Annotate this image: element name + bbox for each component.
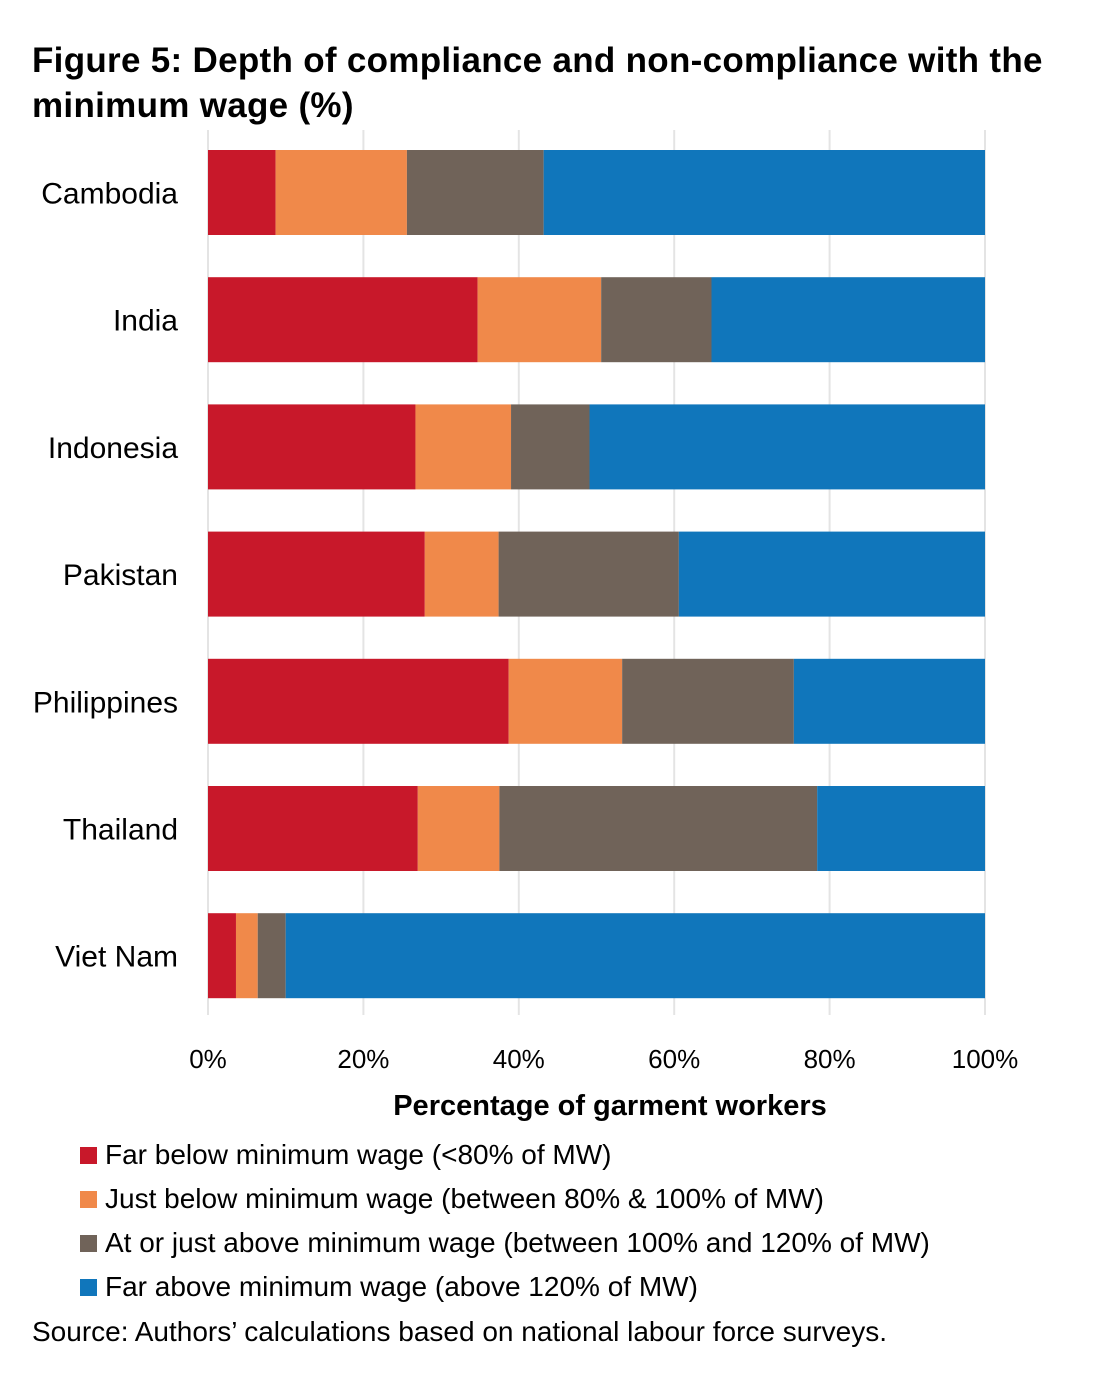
x-tick-label-0-pct: 0% [189,1044,227,1074]
bar-indonesia-series-4 [589,404,985,490]
category-label-indonesia: Indonesia [48,432,178,465]
bar-viet-nam-series-3 [257,913,286,999]
source-note: Source: Authors’ calculations based on n… [32,1316,888,1347]
stacked-bar-chart: Cambodia India Indonesia Pakistan Philippine… [33,130,1018,1122]
category-label-thailand: Thailand [63,814,178,847]
bar-thailand-series-1 [208,786,418,871]
legend-label-4: Far above minimum wage (above 120% of MW… [105,1271,698,1302]
bar-viet-nam-series-4 [285,913,985,999]
category-label-cambodia: Cambodia [41,178,178,211]
legend-swatch-1 [80,1146,97,1164]
bar-thailand-series-4 [817,786,985,871]
bar-pakistan-series-2 [424,531,499,617]
bar-thailand-series-2 [417,786,500,871]
bar-pakistan-series-4 [678,531,985,617]
legend-swatch-4 [80,1278,97,1296]
bar-indonesia-series-2 [415,404,512,490]
legend-swatch-3 [80,1234,97,1252]
legend-label-1: Far below minimum wage (<80% of MW) [105,1139,612,1170]
legend-item-1: Far below minimum wage (<80% of MW) [80,1133,1100,1177]
legend: Far below minimum wage (<80% of MW) Just … [80,1133,1100,1309]
x-tick-label-100-pct: 100% [952,1044,1019,1074]
category-label-pakistan: Pakistan [63,559,178,592]
x-tick-label-80-pct: 80% [804,1044,856,1074]
bar-india-series-3 [601,277,712,363]
x-tick-labels: 0% 20% 40% 60% 80% 100% [189,1044,1018,1074]
category-label-india: India [113,305,178,338]
legend-label-2: Just below minimum wage (between 80% & 1… [105,1183,824,1214]
legend-swatch-2 [80,1190,97,1208]
legend-label-3: At or just above minimum wage (between 1… [105,1227,930,1258]
bar-india-series-1 [208,277,478,363]
bar-viet-nam-series-2 [235,913,258,999]
bar-viet-nam-series-1 [208,913,236,999]
legend-item-2: Just below minimum wage (between 80% & 1… [80,1177,1100,1221]
bar-indonesia-series-3 [511,404,590,490]
bar-india-series-2 [477,277,602,363]
bar-cambodia-series-2 [275,150,407,235]
legend-item-3: At or just above minimum wage (between 1… [80,1221,1100,1265]
x-tick-label-60-pct: 60% [648,1044,700,1074]
bar-india-series-4 [711,277,985,363]
bar-philippines-series-4 [793,658,985,744]
bar-philippines-series-1 [208,658,509,744]
bar-thailand-series-3 [499,786,818,871]
bar-philippines-series-2 [508,658,623,744]
bar-pakistan-series-1 [208,531,425,617]
chart-title: Figure 5: Depth of compliance and non-co… [32,41,1043,125]
bar-philippines-series-3 [622,658,794,744]
bars [208,150,985,999]
bar-pakistan-series-3 [498,531,679,617]
x-tick-label-40-pct: 40% [493,1044,545,1074]
bar-indonesia-series-1 [208,404,416,490]
category-labels: Cambodia India Indonesia Pakistan Philippine… [33,178,178,974]
x-tick-label-20-pct: 20% [337,1044,389,1074]
bar-cambodia-series-4 [543,150,985,235]
legend-item-4: Far above minimum wage (above 120% of MW… [80,1265,1100,1309]
bar-cambodia-series-1 [208,150,276,235]
bar-cambodia-series-3 [406,150,544,235]
category-label-philippines: Philippines [33,686,178,719]
x-axis-title: Percentage of garment workers [393,1090,827,1122]
category-label-viet-nam: Viet Nam [55,941,178,974]
